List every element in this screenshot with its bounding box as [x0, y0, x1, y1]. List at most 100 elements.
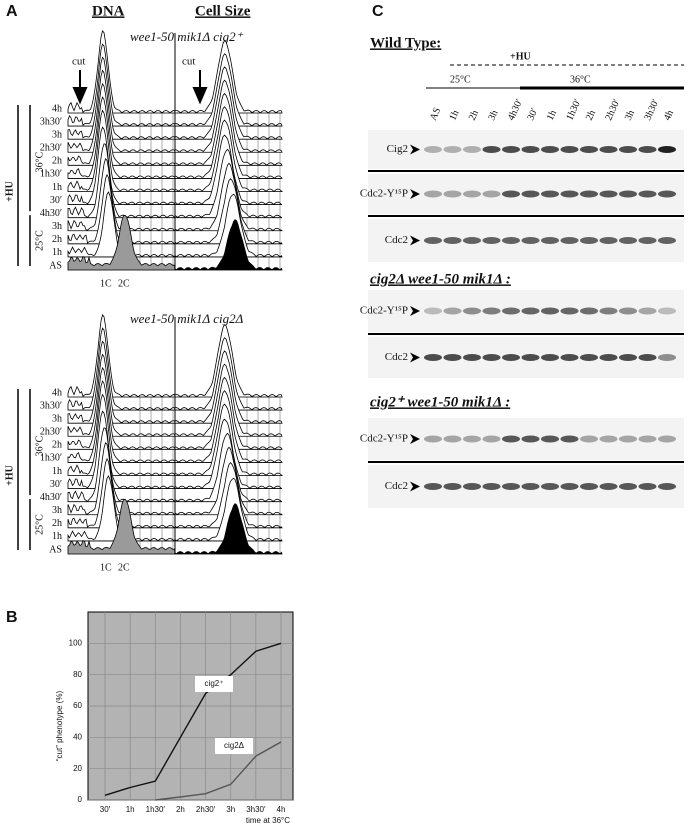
- band: [599, 307, 618, 315]
- y-tick-label: 100: [69, 638, 83, 647]
- band: [541, 307, 559, 315]
- band: [560, 354, 579, 361]
- x-tick-label: 4h: [277, 805, 286, 814]
- band: [424, 483, 442, 490]
- band: [638, 146, 657, 153]
- x-tick-label: 1h: [126, 805, 135, 814]
- lane-label: 2h: [584, 109, 598, 123]
- y-tick-label: 60: [73, 701, 82, 710]
- histogram: [67, 410, 176, 490]
- band: [443, 483, 462, 490]
- histogram: [67, 96, 176, 179]
- histogram: [67, 214, 176, 271]
- row-label: Cdc2: [385, 480, 408, 492]
- x-tick-label: 30′: [100, 805, 111, 814]
- band: [599, 435, 618, 443]
- time-label: 3h: [52, 221, 62, 232]
- band: [502, 307, 520, 315]
- histogram: [67, 380, 176, 463]
- band: [619, 307, 637, 315]
- time-label: 3h30′: [40, 116, 62, 127]
- histogram: [174, 219, 283, 271]
- cut-arrows: [72, 70, 208, 105]
- row-arrow: [410, 481, 420, 492]
- series-label: cig2Δ: [224, 741, 245, 750]
- time-label: AS: [49, 260, 62, 271]
- bracket-label: +HU: [4, 465, 15, 486]
- band: [482, 237, 501, 244]
- band: [502, 237, 520, 244]
- band: [521, 190, 540, 198]
- band: [463, 354, 481, 361]
- y-axis-label: “cut” phenotype (%): [55, 691, 64, 762]
- band: [521, 435, 540, 443]
- bracket-label: +HU: [4, 181, 15, 202]
- series-label: cig2⁺: [205, 679, 224, 688]
- histogram: [67, 340, 176, 424]
- band: [463, 435, 481, 443]
- time-label: 1h: [52, 182, 62, 193]
- band: [599, 146, 618, 153]
- band: [482, 435, 501, 443]
- time-label: 2h30′: [40, 427, 62, 438]
- band: [541, 483, 559, 490]
- line: [104, 642, 282, 796]
- band: [580, 190, 598, 198]
- band: [580, 435, 598, 443]
- band: [638, 354, 657, 361]
- band: [443, 146, 462, 153]
- time-label: 2h: [52, 156, 62, 167]
- row-label: Cdc2-Y¹⁵P: [360, 188, 408, 200]
- bracket-label: 36°C: [34, 435, 45, 456]
- cut-label: cut: [72, 56, 85, 68]
- row-label: Cdc2: [385, 351, 408, 363]
- band: [619, 237, 637, 244]
- band: [424, 307, 442, 315]
- band: [658, 237, 676, 244]
- temp-label: 25°C: [450, 74, 471, 85]
- band: [619, 190, 637, 198]
- time-label: 30′: [50, 195, 62, 206]
- band: [638, 237, 657, 244]
- band: [502, 146, 520, 153]
- band: [482, 146, 501, 153]
- lane-label: 2h: [467, 109, 481, 123]
- bracket-label: 36°C: [34, 151, 45, 172]
- row-arrow: [410, 306, 420, 316]
- time-label: 4h30′: [40, 492, 62, 503]
- band: [502, 190, 520, 198]
- band: [560, 237, 579, 244]
- time-label: 4h30′: [40, 208, 62, 219]
- blots: AS 1h 2h 3h 4h30′ 30′ 1h 1h30′ 2h 2h30′ 3h 3h30′ 4hC…: [360, 97, 684, 508]
- band: [463, 307, 481, 315]
- series-label-box: [215, 738, 253, 754]
- lane-label: 30′: [525, 107, 540, 123]
- section-title: cig2Δ wee1-50 mik1Δ :: [370, 271, 511, 287]
- line: [155, 741, 282, 801]
- histogram: [67, 143, 177, 219]
- band: [541, 237, 559, 244]
- band: [521, 146, 540, 153]
- bracket-label: 25°C: [34, 514, 45, 535]
- band: [560, 483, 579, 490]
- band: [482, 190, 501, 198]
- peak-label: 2C: [118, 562, 130, 573]
- band: [424, 237, 442, 244]
- section-title: cig2⁺ wee1-50 mik1Δ :: [370, 394, 510, 410]
- band: [541, 435, 559, 443]
- panel-letter: B: [6, 609, 18, 626]
- row-arrow: [410, 144, 420, 155]
- band: [443, 435, 462, 443]
- band: [443, 354, 462, 361]
- time-label: 1h: [52, 247, 62, 258]
- time-label: 4h: [52, 103, 62, 114]
- row-arrow: [410, 434, 420, 444]
- histogram: [67, 43, 176, 127]
- band: [424, 146, 442, 153]
- wild-type-title: Wild Type:: [370, 35, 441, 51]
- lane-label: 3h: [623, 109, 637, 123]
- time-label: 1h30′: [40, 453, 62, 464]
- band: [443, 190, 462, 198]
- band: [599, 190, 618, 198]
- row-arrow: [410, 235, 420, 246]
